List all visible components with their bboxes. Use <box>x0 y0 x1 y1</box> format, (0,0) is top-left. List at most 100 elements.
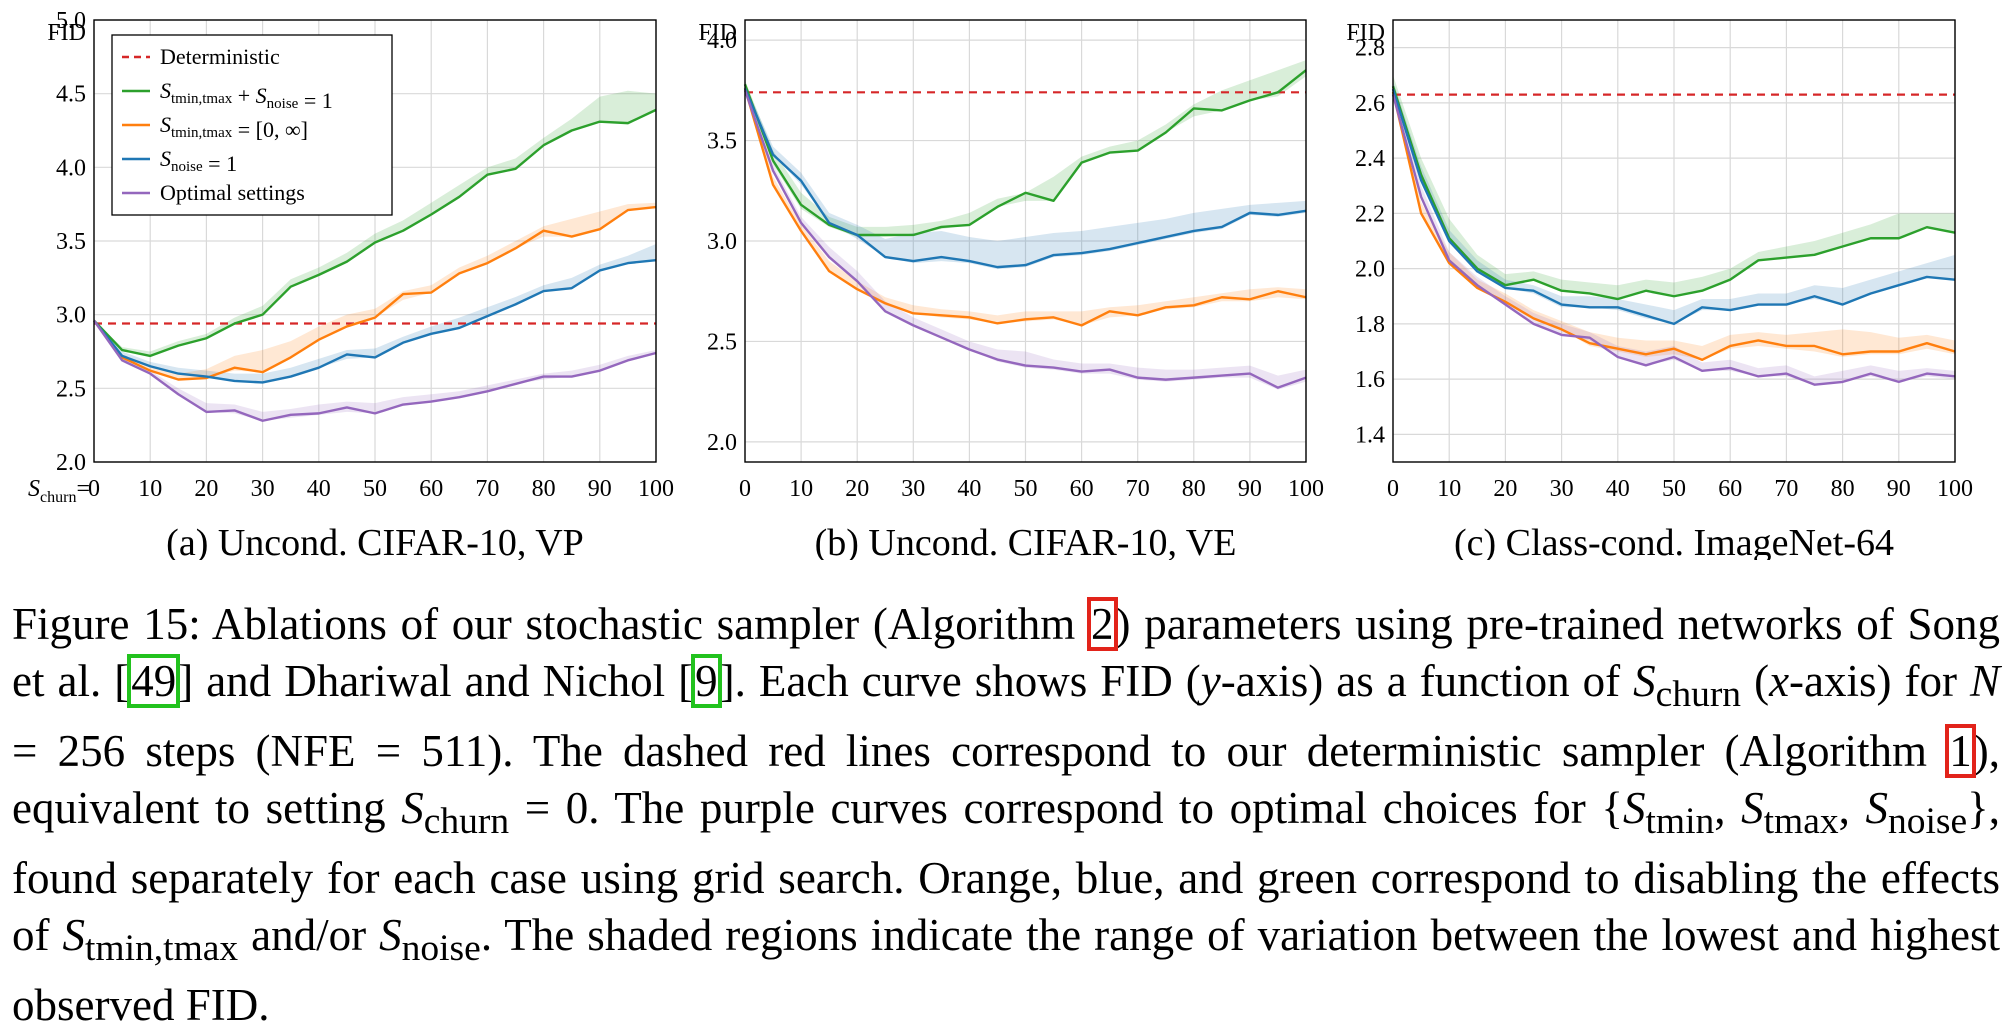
x-tick-label: 80 <box>1831 476 1855 502</box>
math-sub: tmax <box>1763 800 1839 842</box>
series-line <box>93 319 657 422</box>
figure-caption: Figure 15: Ablations of our stochastic s… <box>12 597 2001 1030</box>
caption-text: = 256 steps (NFE = 511). The dashed red … <box>12 726 1948 776</box>
x-tick-label: 0 <box>88 476 100 502</box>
math-s: S <box>1623 782 1646 833</box>
plot-frame <box>744 19 1307 463</box>
legend-box <box>111 34 393 216</box>
x-tick-label: 0 <box>1387 476 1399 502</box>
figure-charts: 0 10 20 30 40 50 60 70 80 90 1002.02.53.03.54.04.5… <box>28 8 1973 560</box>
x-tick-label: 100 <box>638 476 674 502</box>
math-sub: churn <box>423 800 510 842</box>
chart-panel-imagenet: 0 10 20 30 40 50 60 70 80 90 100 1.4 1.6 1.8 2.0 2.2 2.4… <box>1346 19 1973 560</box>
series-line <box>1391 94 1956 386</box>
math-sub: tmin,tmax <box>85 927 239 969</box>
x-tick-label: 20 <box>845 476 869 502</box>
caption-text: ), equivalent to setting <box>12 726 2000 833</box>
math-y: y <box>1200 655 1221 706</box>
x-tick-label: 90 <box>1887 476 1911 502</box>
math-s: S <box>401 782 424 833</box>
x-tick-label: 50 <box>363 476 387 502</box>
math-sub: tmin <box>1645 800 1715 842</box>
y-tick-label: 5.0 <box>56 8 86 34</box>
series-line <box>93 108 657 358</box>
x-tick-label: 70 <box>1126 476 1150 502</box>
citation-link[interactable]: 9 <box>691 653 722 708</box>
y-tick-label: 3.0 <box>56 303 86 329</box>
series-line <box>93 258 657 384</box>
citation-link[interactable]: 49 <box>127 653 181 708</box>
x-tick-label: 80 <box>1182 476 1206 502</box>
series-band <box>94 90 656 356</box>
math-n: N <box>1970 655 2001 706</box>
x-tick-label: 100 <box>1937 476 1973 502</box>
x-tick-label: 70 <box>1774 476 1798 502</box>
legend-label: Deterministic <box>160 44 280 69</box>
y-tick-label: 3.5 <box>56 229 86 255</box>
y-tick-label: 2.0 <box>707 430 737 456</box>
y-tick-label: 2.6 <box>1355 91 1385 117</box>
y-axis-label: FID <box>47 20 86 46</box>
caption-text: and/or <box>238 909 380 960</box>
y-tick-label: 4.5 <box>56 82 86 108</box>
x-tick-label: 0 <box>739 476 751 502</box>
chart-panel-vp: 0 10 20 30 40 50 60 70 80 90 100 2.0 2.5 3.0 3.5 4.0 4.5… <box>28 8 674 560</box>
x-tick-label: 40 <box>957 476 981 502</box>
math-s: S <box>1633 655 1656 706</box>
plot-frame <box>93 19 657 463</box>
math-x: x <box>1769 655 1790 706</box>
y-tick-label: 3.5 <box>707 129 737 155</box>
caption-text: ( <box>1741 655 1770 706</box>
x-tick-label: 50 <box>1662 476 1686 502</box>
series-band <box>1393 75 1955 300</box>
x-tick-label: 80 <box>532 476 556 502</box>
y-axis-label: FID <box>698 20 737 46</box>
series-band <box>94 202 656 380</box>
algorithm-ref-link[interactable]: 1 <box>1945 724 1976 778</box>
series-band <box>745 84 1306 326</box>
chart-legend: Deterministic Stmin,tmax + Snoise = 1Stmi… <box>111 34 393 216</box>
x-tick-label: 70 <box>475 476 499 502</box>
subfigure-caption: (c) Class-cond. ImageNet-64 <box>1454 522 1894 560</box>
x-tick-label: 10 <box>1437 476 1461 502</box>
math-s: S <box>62 909 86 960</box>
x-tick-label: 40 <box>1606 476 1630 502</box>
series-line <box>1391 88 1956 326</box>
x-tick-label: 100 <box>1288 476 1324 502</box>
math-s: S <box>1865 782 1889 833</box>
x-tick-label: 30 <box>901 476 925 502</box>
chart-panel-ve: 0 10 20 30 40 50 60 70 80 90 100 2.0 2.5 3.0 3.5 4.0FID… <box>698 19 1324 560</box>
y-tick-label: 4.0 <box>56 155 86 181</box>
algorithm-ref-link[interactable]: 2 <box>1087 597 1118 651</box>
caption-text: -axis) for <box>1789 655 1970 706</box>
x-tick-label: 50 <box>1014 476 1038 502</box>
x-tick-label: 30 <box>1550 476 1574 502</box>
caption-text: ) parameters using pre-trained networks … <box>12 599 2000 706</box>
caption-text: = 0. The purple curves correspond to opt… <box>509 782 1623 833</box>
math-s: S <box>379 909 402 960</box>
series-line <box>743 87 1307 327</box>
x-tick-label: 30 <box>251 476 275 502</box>
x-tick-label: 10 <box>138 476 162 502</box>
math-sub: churn <box>1655 673 1742 715</box>
legend-label: Stmin,tmax = [0, ∞] <box>160 112 308 142</box>
x-axis-label: Schurn= <box>28 476 90 506</box>
math-sub: noise <box>1888 800 1968 842</box>
subfigure-caption: (a) Uncond. CIFAR-10, VP <box>166 522 584 560</box>
y-tick-label: 2.5 <box>707 329 737 355</box>
x-tick-label: 90 <box>1238 476 1262 502</box>
series-band <box>94 243 656 383</box>
y-tick-label: 2.5 <box>56 376 86 402</box>
plot-frame <box>1392 19 1956 463</box>
x-tick-label: 10 <box>789 476 813 502</box>
legend-label: Snoise = 1 <box>160 146 237 176</box>
caption-text: }, found separately for each case using … <box>12 782 2001 960</box>
x-tick-label: 60 <box>419 476 443 502</box>
y-tick-label: 2.8 <box>1355 36 1385 62</box>
legend-label: Stmin,tmax + Snoise = 1 <box>160 78 333 113</box>
series-line <box>743 69 1307 237</box>
y-tick-label: 2.2 <box>1355 201 1385 227</box>
x-tick-label: 90 <box>588 476 612 502</box>
y-axis-label: FID <box>1346 20 1385 46</box>
caption-text: Figure 15: Ablations of our stochastic s… <box>12 599 1089 649</box>
